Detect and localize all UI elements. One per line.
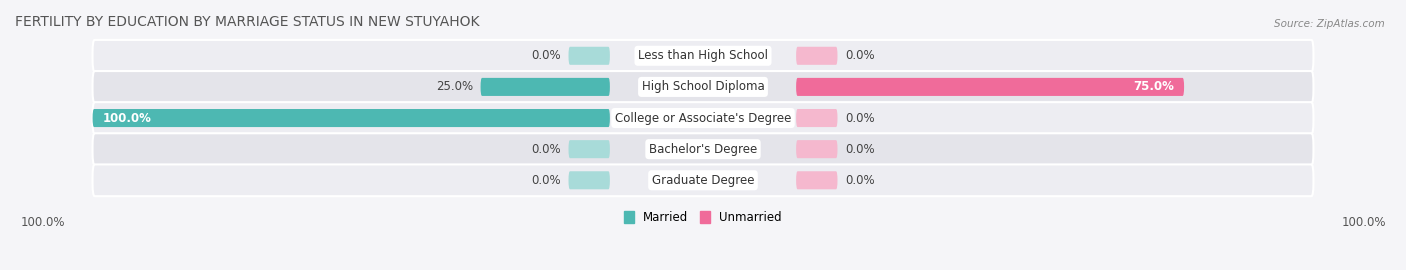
- FancyBboxPatch shape: [93, 109, 610, 127]
- FancyBboxPatch shape: [93, 71, 1313, 103]
- Text: 25.0%: 25.0%: [436, 80, 472, 93]
- Text: High School Diploma: High School Diploma: [641, 80, 765, 93]
- Text: 0.0%: 0.0%: [531, 143, 561, 156]
- FancyBboxPatch shape: [568, 140, 610, 158]
- Legend: Married, Unmarried: Married, Unmarried: [620, 206, 786, 229]
- Text: 100.0%: 100.0%: [103, 112, 152, 124]
- Text: 0.0%: 0.0%: [845, 174, 875, 187]
- FancyBboxPatch shape: [568, 47, 610, 65]
- FancyBboxPatch shape: [568, 171, 610, 189]
- FancyBboxPatch shape: [93, 133, 1313, 165]
- Text: 0.0%: 0.0%: [531, 174, 561, 187]
- FancyBboxPatch shape: [796, 171, 838, 189]
- Text: Less than High School: Less than High School: [638, 49, 768, 62]
- Text: FERTILITY BY EDUCATION BY MARRIAGE STATUS IN NEW STUYAHOK: FERTILITY BY EDUCATION BY MARRIAGE STATU…: [15, 15, 479, 29]
- Text: Graduate Degree: Graduate Degree: [652, 174, 754, 187]
- FancyBboxPatch shape: [796, 78, 1184, 96]
- Text: 75.0%: 75.0%: [1133, 80, 1174, 93]
- Text: 100.0%: 100.0%: [1341, 216, 1386, 229]
- Text: 0.0%: 0.0%: [531, 49, 561, 62]
- FancyBboxPatch shape: [796, 140, 838, 158]
- FancyBboxPatch shape: [93, 164, 1313, 196]
- Text: 100.0%: 100.0%: [20, 216, 65, 229]
- Text: College or Associate's Degree: College or Associate's Degree: [614, 112, 792, 124]
- Text: 0.0%: 0.0%: [845, 143, 875, 156]
- FancyBboxPatch shape: [796, 109, 838, 127]
- Text: 0.0%: 0.0%: [845, 49, 875, 62]
- Text: Bachelor's Degree: Bachelor's Degree: [650, 143, 756, 156]
- Text: Source: ZipAtlas.com: Source: ZipAtlas.com: [1274, 19, 1385, 29]
- FancyBboxPatch shape: [796, 47, 838, 65]
- FancyBboxPatch shape: [93, 102, 1313, 134]
- FancyBboxPatch shape: [481, 78, 610, 96]
- Text: 0.0%: 0.0%: [845, 112, 875, 124]
- FancyBboxPatch shape: [93, 40, 1313, 72]
